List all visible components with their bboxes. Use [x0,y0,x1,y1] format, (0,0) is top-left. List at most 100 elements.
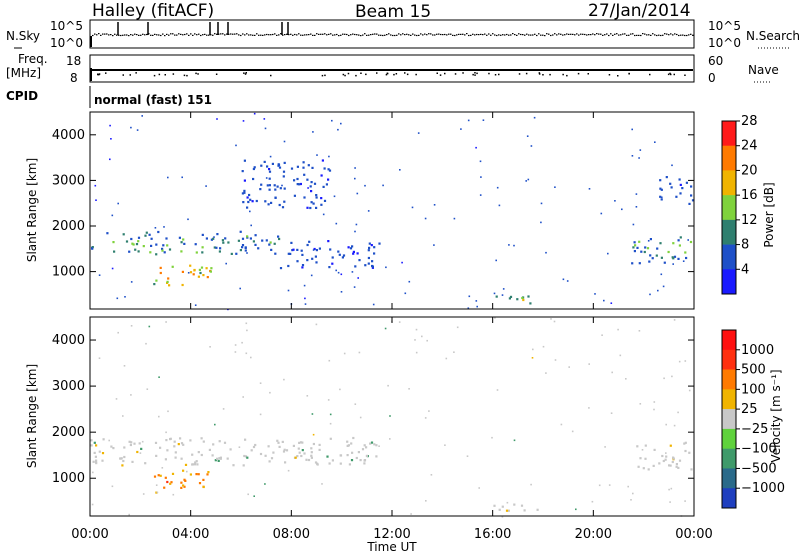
nsky-point [184,33,186,36]
nave-point [243,72,245,74]
noise-cell [475,146,477,149]
echo-cell [250,449,253,452]
noise-cell [358,351,361,354]
nsky-point [326,34,328,36]
echo-cell [232,464,235,467]
noise-cell [610,412,613,414]
noise-cell [630,499,632,501]
echo-cell [137,250,140,253]
nsky-point [102,33,104,35]
echo-cell [315,206,318,209]
echo-cell [688,202,691,205]
noise-cell [356,192,359,195]
nsky-point [360,35,362,37]
x-tick-label: 00:00 [675,527,712,542]
power-y-ticks: 1000 2000 3000 4000 [52,128,694,280]
echo-cell [276,185,279,188]
colorbar-tick-label: 8 [741,238,749,253]
nsky-point [514,34,516,36]
noise-cell [665,423,667,426]
nsky-point [386,34,388,36]
echo-cell [323,167,326,170]
echo-cell [690,468,693,471]
nsky-point [450,33,452,35]
noise-cell [95,199,97,201]
echo-cell [261,239,264,242]
nsky-point [302,34,304,36]
nsky-point [254,34,256,36]
nave-point [538,72,541,74]
noise-cell [354,403,357,405]
noise-cell [663,377,665,380]
echo-cell [523,509,526,512]
noise-cell [167,410,169,413]
nsky-point [194,33,196,35]
noise-cell [677,411,679,414]
echo-cell [642,467,645,470]
echo-cell [509,295,513,298]
echo-cell [671,256,674,259]
noise-cell [501,294,504,296]
noise-cell [513,244,515,247]
echo-cell [268,184,271,187]
echo-cell [148,233,151,236]
echo-cell [110,445,113,448]
echo-cell [683,442,686,445]
noise-cell [545,251,547,254]
echo-cell [257,247,260,250]
x-tick-label: 20:00 [575,527,612,542]
echo-cell [243,189,246,192]
cpid-value: normal (fast) 151 [94,93,212,107]
echo-cell [669,464,672,467]
echo-cell [282,450,286,453]
echo-cell [306,243,309,247]
nsky-point [170,33,172,35]
noise-cell [641,449,644,451]
nave-point [566,74,568,77]
noise-cell [111,214,114,217]
colorbar-frame [721,120,737,295]
echo-cell [193,463,196,466]
echo-cell [368,242,371,245]
noise-cell [673,424,676,427]
nsky-point [632,33,634,35]
noise-cell [385,266,387,269]
nave-point [355,74,357,77]
nsky-point [146,33,148,36]
nsky-point [442,34,444,36]
echo-cell [338,253,341,256]
echo-cell [92,460,95,463]
colorbar-tick-label: 24 [741,139,758,154]
echo-cell [303,196,306,199]
nsky-point [550,34,552,37]
noise-cell [321,483,323,485]
echo-cell [352,250,355,253]
echo-cell [241,170,244,173]
echo-cell [95,444,98,447]
echo-cell [171,472,175,475]
echo-cell [268,170,272,173]
noise-cell [263,118,266,120]
noise-cell [600,212,603,215]
echo-cell [161,249,164,252]
echo-cell [341,256,344,259]
noise-cell [531,357,534,359]
nsky-point [500,34,502,36]
echo-cell [678,244,681,247]
noise-cell [315,323,318,326]
echo-cell [501,505,504,508]
echo-cell [287,264,290,268]
echo-cell [661,454,664,458]
noise-cell [414,339,416,341]
nsky-point [464,34,466,36]
nsky-panel: N.Sky 10^5 10^0 10^5 10^0 N.Search [6,19,800,50]
echo-cell [173,445,176,448]
x-tick-label: 12:00 [373,527,410,542]
echo-cell [91,246,94,249]
nsky-point [106,33,108,35]
nsky-point [190,33,192,35]
echo-cell [659,179,662,182]
nave-point [385,73,388,76]
nsky-point [654,34,656,36]
echo-cell [649,254,652,257]
